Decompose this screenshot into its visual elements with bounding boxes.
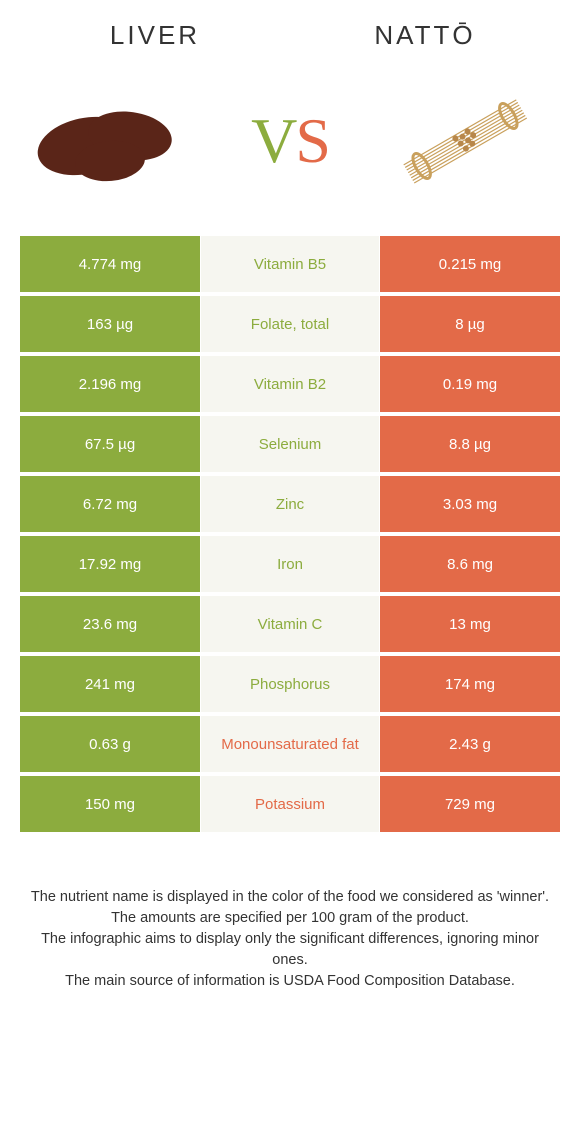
cell-nutrient-label: Iron [201, 536, 379, 592]
cell-right-value: 8 µg [380, 296, 560, 352]
cell-nutrient-label: Phosphorus [201, 656, 379, 712]
vs-label: VS [251, 104, 329, 178]
natto-image [380, 76, 550, 206]
cell-left-value: 6.72 mg [20, 476, 200, 532]
table-row: 6.72 mgZinc3.03 mg [20, 476, 560, 532]
cell-right-value: 3.03 mg [380, 476, 560, 532]
cell-nutrient-label: Vitamin B5 [201, 236, 379, 292]
cell-left-value: 163 µg [20, 296, 200, 352]
cell-left-value: 23.6 mg [20, 596, 200, 652]
cell-left-value: 150 mg [20, 776, 200, 832]
cell-nutrient-label: Zinc [201, 476, 379, 532]
table-row: 23.6 mgVitamin C13 mg [20, 596, 560, 652]
cell-right-value: 8.8 µg [380, 416, 560, 472]
cell-nutrient-label: Monounsaturated fat [201, 716, 379, 772]
cell-left-value: 241 mg [20, 656, 200, 712]
table-row: 67.5 µgSelenium8.8 µg [20, 416, 560, 472]
cell-right-value: 8.6 mg [380, 536, 560, 592]
nutrient-table: 4.774 mgVitamin B50.215 mg163 µgFolate, … [20, 236, 560, 832]
cell-left-value: 67.5 µg [20, 416, 200, 472]
footer-line: The infographic aims to display only the… [30, 929, 550, 971]
cell-nutrient-label: Selenium [201, 416, 379, 472]
cell-right-value: 13 mg [380, 596, 560, 652]
cell-right-value: 729 mg [380, 776, 560, 832]
footer-line: The amounts are specified per 100 gram o… [30, 908, 550, 929]
footer-notes: The nutrient name is displayed in the co… [30, 887, 550, 992]
cell-left-value: 2.196 mg [20, 356, 200, 412]
vs-s-letter: S [295, 105, 329, 176]
cell-nutrient-label: Folate, total [201, 296, 379, 352]
liver-image [30, 76, 200, 206]
footer-line: The nutrient name is displayed in the co… [30, 887, 550, 908]
cell-nutrient-label: Vitamin C [201, 596, 379, 652]
table-row: 163 µgFolate, total8 µg [20, 296, 560, 352]
cell-nutrient-label: Vitamin B2 [201, 356, 379, 412]
table-row: 241 mgPhosphorus174 mg [20, 656, 560, 712]
cell-right-value: 0.215 mg [380, 236, 560, 292]
cell-left-value: 17.92 mg [20, 536, 200, 592]
cell-right-value: 2.43 g [380, 716, 560, 772]
cell-right-value: 0.19 mg [380, 356, 560, 412]
footer-line: The main source of information is USDA F… [30, 971, 550, 992]
table-row: 0.63 gMonounsaturated fat2.43 g [20, 716, 560, 772]
table-row: 4.774 mgVitamin B50.215 mg [20, 236, 560, 292]
cell-right-value: 174 mg [380, 656, 560, 712]
food-title-right: NATTŌ [290, 20, 560, 51]
header: LIVER NATTŌ [0, 0, 580, 61]
cell-left-value: 4.774 mg [20, 236, 200, 292]
cell-nutrient-label: Potassium [201, 776, 379, 832]
images-row: VS [0, 61, 580, 236]
vs-v-letter: V [251, 105, 295, 176]
food-title-left: LIVER [20, 20, 290, 51]
table-row: 150 mgPotassium729 mg [20, 776, 560, 832]
table-row: 2.196 mgVitamin B20.19 mg [20, 356, 560, 412]
cell-left-value: 0.63 g [20, 716, 200, 772]
table-row: 17.92 mgIron8.6 mg [20, 536, 560, 592]
